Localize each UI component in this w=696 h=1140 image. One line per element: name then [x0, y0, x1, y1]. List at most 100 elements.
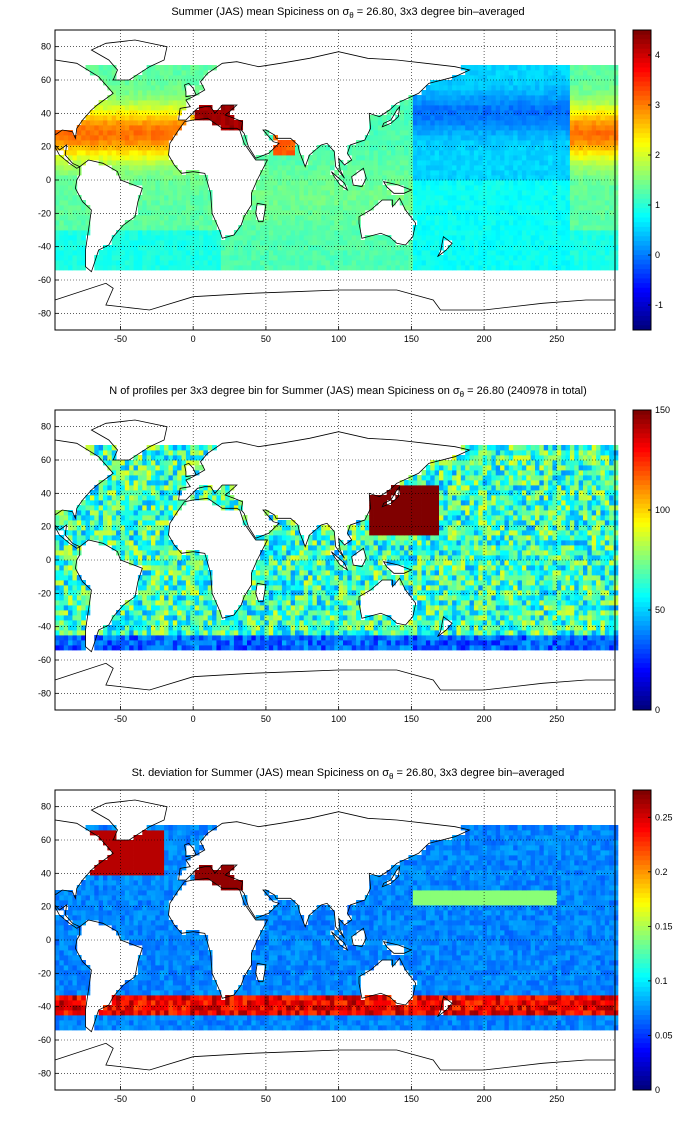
- bin-cell: [491, 615, 497, 621]
- bin-cell: [513, 255, 518, 261]
- bin-cell: [212, 265, 217, 271]
- bin-cell: [508, 170, 514, 176]
- bin-cell: [521, 225, 527, 231]
- bin-cell: [447, 230, 453, 236]
- bin-cell: [526, 115, 532, 121]
- bin-cell: [500, 80, 505, 86]
- bin-cell: [517, 75, 523, 81]
- bin-cell: [460, 205, 466, 211]
- bin-cell: [578, 120, 584, 126]
- bin-cell: [443, 105, 449, 111]
- bin-cell: [456, 245, 462, 251]
- bin-cell: [574, 75, 580, 81]
- bin-cell: [587, 190, 593, 196]
- bin-cell: [417, 185, 422, 191]
- bin-cell: [587, 250, 593, 256]
- bin-cell: [452, 195, 457, 201]
- bin-cell: [137, 195, 143, 201]
- bin-cell: [487, 190, 492, 196]
- bin-cell: [412, 120, 418, 126]
- bin-cell: [220, 250, 226, 256]
- bin-cell: [600, 80, 606, 86]
- bin-cell: [351, 625, 357, 631]
- bin-cell: [164, 215, 169, 221]
- bin-cell: [216, 120, 222, 126]
- bin-cell: [569, 150, 575, 156]
- bin-cell: [207, 195, 213, 201]
- bin-cell: [386, 640, 392, 646]
- bin-cell: [552, 135, 558, 141]
- bin-cell: [137, 260, 143, 266]
- bin-cell: [286, 240, 292, 246]
- bin-cell: [452, 260, 457, 266]
- bin-cell: [85, 210, 91, 216]
- bin-cell: [456, 645, 462, 651]
- bin-cell: [482, 250, 488, 256]
- bin-cell: [548, 65, 553, 71]
- bin-cell: [430, 210, 436, 216]
- bin-cell: [329, 220, 335, 226]
- colorbar-swatch: [633, 236, 651, 242]
- bin-cell: [495, 210, 501, 216]
- bin-cell: [273, 215, 278, 221]
- bin-cell: [604, 65, 610, 71]
- bin-cell: [264, 640, 270, 646]
- bin-cell: [556, 110, 562, 116]
- bin-cell: [574, 205, 580, 211]
- bin-cell: [391, 640, 396, 646]
- bin-cell: [373, 135, 379, 141]
- bin-cell: [286, 630, 292, 636]
- bin-cell: [207, 265, 213, 271]
- bin-cell: [133, 105, 139, 111]
- bin-cell: [382, 245, 388, 251]
- bin-cell: [561, 75, 566, 81]
- bin-cell: [111, 125, 117, 131]
- bin-cell: [133, 100, 139, 106]
- bin-cell: [530, 220, 536, 226]
- bin-cell: [159, 130, 165, 136]
- bin-cell: [491, 260, 497, 266]
- bin-cell: [430, 255, 436, 261]
- bin-cell: [194, 185, 200, 191]
- bin-cell: [434, 615, 440, 621]
- bin-cell: [308, 220, 313, 226]
- bin-cell: [133, 180, 139, 186]
- bin-cell: [98, 630, 104, 636]
- bin-cell: [399, 175, 405, 181]
- bin-cell: [229, 250, 235, 256]
- bin-cell: [569, 140, 575, 146]
- bin-cell: [347, 180, 353, 186]
- bin-cell: [452, 165, 457, 171]
- bin-cell: [251, 230, 257, 236]
- bin-cell: [574, 615, 580, 621]
- bin-cell: [220, 645, 226, 651]
- bin-cell: [613, 85, 619, 91]
- bin-cell: [591, 135, 597, 141]
- bin-cell: [133, 75, 139, 81]
- bin-cell: [55, 235, 60, 241]
- bin-cell: [508, 195, 514, 201]
- bin-cell: [369, 640, 374, 646]
- bin-cell: [316, 205, 322, 211]
- bin-cell: [338, 630, 344, 636]
- bin-cell: [286, 175, 292, 181]
- bin-cell: [255, 645, 261, 651]
- bin-cell: [465, 620, 470, 626]
- bin-cell: [504, 95, 510, 101]
- bin-cell: [321, 260, 326, 266]
- bin-cell: [142, 145, 148, 151]
- bin-cell: [434, 100, 440, 106]
- bin-cell: [316, 245, 322, 251]
- bin-cell: [264, 250, 270, 256]
- bin-cell: [500, 260, 505, 266]
- bin-cell: [465, 255, 470, 261]
- bin-cell: [456, 175, 462, 181]
- bin-cell: [137, 155, 143, 161]
- bin-cell: [151, 70, 156, 76]
- bin-cell: [312, 635, 318, 641]
- bin-cell: [583, 640, 588, 646]
- bin-cell: [303, 205, 309, 211]
- bin-cell: [151, 105, 156, 111]
- bin-cell: [63, 210, 69, 216]
- bin-cell: [59, 215, 65, 221]
